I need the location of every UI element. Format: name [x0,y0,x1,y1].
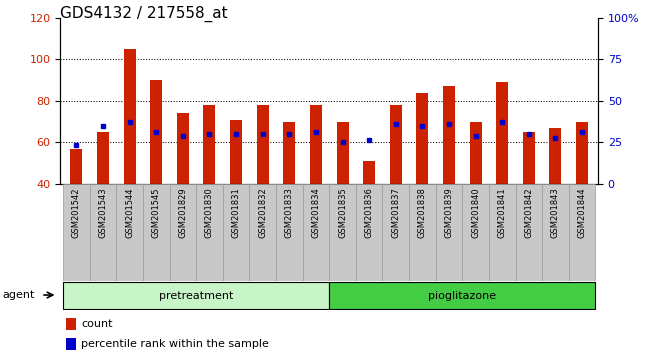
Bar [382,184,409,281]
Bar [66,318,75,330]
Text: GSM201830: GSM201830 [205,187,214,238]
Text: GSM201543: GSM201543 [99,187,107,238]
Bar [356,184,382,281]
Text: GSM201840: GSM201840 [471,187,480,238]
Text: GSM201836: GSM201836 [365,187,374,238]
Bar [409,184,436,281]
Bar [569,184,595,281]
Bar [203,105,215,184]
Bar [124,49,136,184]
Bar [576,122,588,184]
Text: GSM201835: GSM201835 [338,187,347,238]
Bar [150,80,162,184]
Bar [462,184,489,281]
Bar [436,184,462,281]
Text: GSM201832: GSM201832 [258,187,267,238]
Text: GSM201843: GSM201843 [551,187,560,238]
Bar [515,184,542,281]
Text: GSM201542: GSM201542 [72,187,81,238]
Bar [250,184,276,281]
Bar [276,184,303,281]
Bar [283,122,295,184]
Bar [390,105,402,184]
Text: GSM201837: GSM201837 [391,187,400,238]
Text: GSM201833: GSM201833 [285,187,294,238]
Bar [90,184,116,281]
Bar [230,120,242,184]
Bar [177,113,189,184]
Text: GDS4132 / 217558_at: GDS4132 / 217558_at [60,5,228,22]
Bar [303,184,329,281]
Bar [310,105,322,184]
Bar [417,93,428,184]
Text: GSM201829: GSM201829 [178,187,187,238]
Bar [542,184,569,281]
Bar [143,184,170,281]
Text: GSM201838: GSM201838 [418,187,427,238]
Text: pioglitazone: pioglitazone [428,291,497,301]
Bar [66,338,75,350]
Bar [70,149,83,184]
Bar [469,122,482,184]
Text: agent: agent [3,290,35,300]
Bar [97,132,109,184]
Text: GSM201544: GSM201544 [125,187,134,238]
Bar [363,161,375,184]
Bar [523,132,535,184]
Text: GSM201841: GSM201841 [498,187,507,238]
Bar [489,184,515,281]
Bar [329,184,356,281]
Text: GSM201545: GSM201545 [151,187,161,238]
Bar [549,128,562,184]
Bar [63,282,329,309]
Bar [337,122,348,184]
Bar [443,86,455,184]
Text: GSM201842: GSM201842 [525,187,533,238]
Text: GSM201844: GSM201844 [578,187,586,238]
Bar [496,82,508,184]
Bar [223,184,250,281]
Bar [116,184,143,281]
Bar [257,105,268,184]
Bar [170,184,196,281]
Text: GSM201834: GSM201834 [311,187,320,238]
Text: count: count [81,319,112,329]
Bar [196,184,223,281]
Bar [329,282,595,309]
Text: GSM201831: GSM201831 [231,187,240,238]
Bar [63,184,90,281]
Text: percentile rank within the sample: percentile rank within the sample [81,339,268,349]
Text: pretreatment: pretreatment [159,291,233,301]
Text: GSM201839: GSM201839 [445,187,454,238]
